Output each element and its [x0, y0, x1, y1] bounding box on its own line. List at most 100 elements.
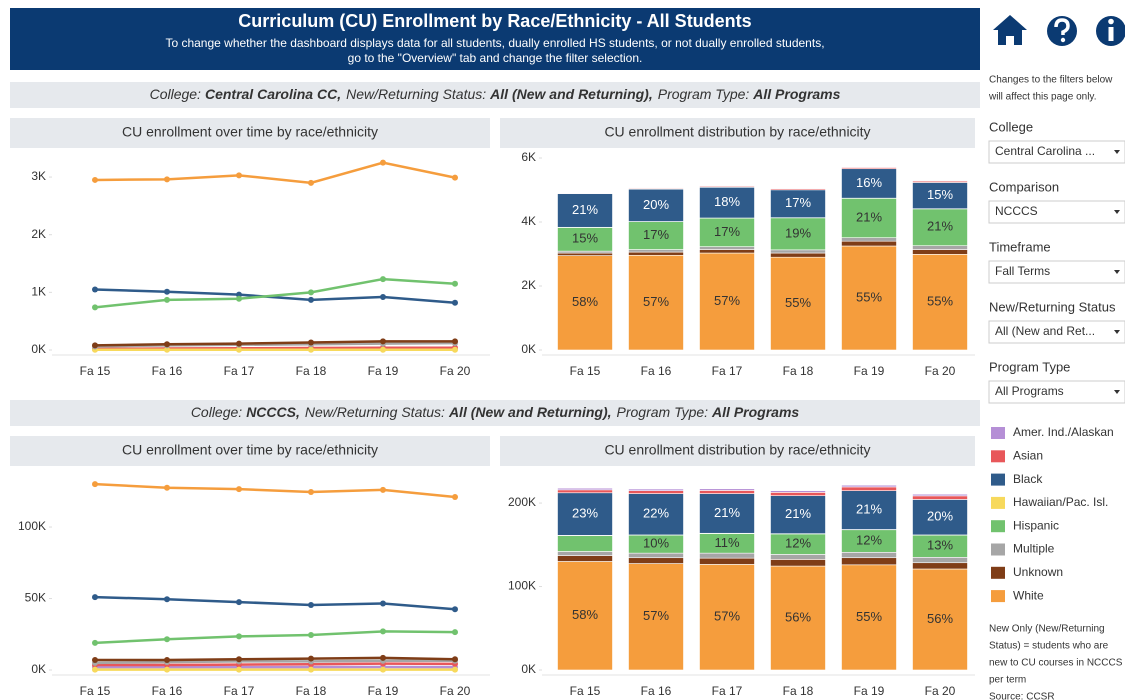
bar-label: 16% [856, 175, 882, 190]
sidebar-note: will affect this page only. [988, 92, 1096, 103]
point [308, 346, 314, 353]
point [452, 280, 458, 287]
bar-label: 17% [714, 224, 740, 239]
dropdown[interactable] [988, 380, 1125, 404]
point [380, 159, 386, 166]
bar-segment [841, 551, 897, 559]
point [236, 599, 242, 606]
point [380, 628, 386, 635]
bar-label: 21% [927, 219, 953, 234]
y-tick-label: 0K [521, 342, 536, 356]
line [95, 656, 456, 662]
point [92, 304, 98, 311]
y-tick-label: 0K [521, 662, 536, 676]
point [236, 340, 242, 347]
point [236, 172, 242, 179]
point [380, 346, 386, 353]
bar-segment [841, 557, 897, 566]
point [236, 346, 242, 353]
bar-label: 12% [856, 532, 882, 547]
bar-segment [770, 495, 826, 534]
x-tick-label: Fa 20 [440, 364, 471, 378]
y-tick-label: 0K [31, 662, 46, 676]
point [164, 666, 170, 673]
bar-label: 20% [927, 509, 953, 524]
point [164, 596, 170, 603]
legend-swatch [991, 520, 1005, 533]
footnote: New Only (New/Returning [989, 624, 1105, 635]
bar-label: 15% [927, 187, 953, 202]
bar-segment [557, 551, 613, 556]
footnote: Status) = students who are [989, 641, 1109, 652]
point [92, 481, 98, 488]
bar-segment [628, 493, 684, 536]
line [94, 340, 455, 347]
bar-segment [912, 182, 968, 210]
legend-label: Amer. Ind./Alaskan [1013, 425, 1114, 439]
home-icon[interactable] [993, 15, 1027, 45]
x-tick-label: Fa 20 [440, 684, 471, 698]
help-icon[interactable] [1047, 16, 1077, 46]
bar-segment [699, 217, 755, 247]
point [308, 179, 314, 186]
chart-title-bg [500, 436, 975, 466]
bar-segment [912, 568, 968, 671]
filter-value: All Programs [711, 404, 799, 420]
point [308, 655, 314, 662]
point [308, 296, 314, 303]
bar-label: 21% [572, 202, 598, 217]
point [452, 656, 458, 663]
point [452, 174, 458, 181]
legend-swatch [991, 543, 1005, 556]
dropdown[interactable] [988, 200, 1125, 224]
bar-segment [557, 535, 613, 552]
bar-label: 15% [572, 231, 598, 246]
x-tick-label: Fa 16 [152, 684, 183, 698]
bar-segment [699, 490, 755, 494]
x-tick-label: Fa 16 [641, 684, 672, 698]
line [95, 662, 456, 667]
filter-bar [10, 400, 980, 426]
bar-segment [628, 254, 684, 351]
bar-label: 21% [856, 209, 882, 224]
dropdown-value: Central Carolina ... [995, 144, 1095, 158]
dropdown-value: Fall Terms [995, 264, 1050, 278]
point [236, 486, 242, 493]
legend-label: Unknown [1013, 565, 1063, 579]
dropdown[interactable] [988, 140, 1125, 164]
bar-label: 55% [785, 295, 811, 310]
bar-label: 17% [785, 195, 811, 210]
bar-segment [841, 486, 897, 491]
footnote: per term [989, 675, 1026, 686]
x-tick-label: Fa 16 [641, 364, 672, 378]
x-tick-label: Fa 18 [783, 364, 814, 378]
bar-segment [628, 563, 684, 671]
point [380, 276, 386, 283]
point [164, 346, 170, 353]
bar-segment [699, 249, 755, 254]
info-icon[interactable] [1096, 16, 1125, 46]
point [380, 666, 386, 673]
bar-segment [557, 555, 613, 562]
x-tick-label: Fa 19 [854, 684, 885, 698]
point [92, 656, 98, 663]
line [94, 161, 456, 185]
filter-title: Timeframe [989, 239, 1051, 254]
bar-segment [557, 489, 613, 494]
dropdown-arrow [1114, 390, 1120, 394]
x-tick-label: Fa 19 [854, 364, 885, 378]
point [92, 594, 98, 601]
dropdown-arrow [1114, 210, 1120, 214]
point [92, 176, 98, 183]
legend-label: Hispanic [1013, 518, 1059, 532]
y-tick-label: 100K [508, 579, 536, 593]
chart-title: CU enrollment over time by race/ethnicit… [122, 442, 378, 458]
line [94, 482, 456, 499]
dropdown[interactable] [988, 320, 1125, 344]
legend-label: Hawaiian/Pac. Isl. [1013, 495, 1108, 509]
bar-segment [912, 557, 968, 564]
filter-label: Program Type: [617, 404, 709, 420]
bar-label: 58% [572, 294, 598, 309]
dropdown[interactable] [988, 260, 1125, 284]
